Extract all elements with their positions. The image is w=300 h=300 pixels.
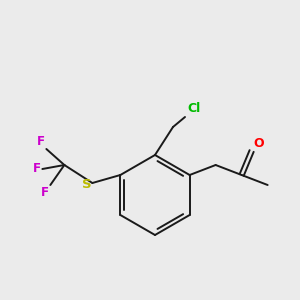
Text: Cl: Cl — [187, 102, 200, 115]
Text: F: F — [38, 135, 45, 148]
Text: F: F — [41, 186, 50, 199]
Text: F: F — [33, 163, 41, 176]
Text: S: S — [82, 178, 92, 190]
Text: O: O — [254, 137, 264, 150]
